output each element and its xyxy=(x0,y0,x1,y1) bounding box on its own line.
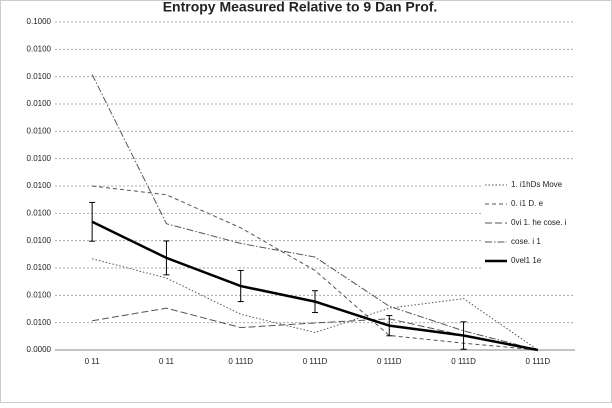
legend-label: 1. i1hDs Move xyxy=(511,180,563,189)
series-line xyxy=(91,74,538,351)
error-bar xyxy=(312,290,318,314)
x-tick-label: 0 11 xyxy=(85,357,101,366)
y-tick-label: 0.0100 xyxy=(27,208,52,217)
x-tick-label: 0 111D xyxy=(303,357,328,366)
series-line xyxy=(92,258,539,351)
error-bar xyxy=(89,201,96,242)
error-bar xyxy=(163,240,170,276)
y-tick-label: 0.0100 xyxy=(27,99,52,108)
y-tick-label: 0.0100 xyxy=(27,290,52,299)
y-tick-label: 0.0100 xyxy=(27,318,52,327)
legend-label: 0vel1 1e xyxy=(511,256,542,265)
x-tick-label: 0 111D xyxy=(451,357,476,366)
y-tick-label: 0.0100 xyxy=(27,181,52,190)
legend-box xyxy=(481,175,605,274)
error-bar xyxy=(237,269,244,303)
y-tick-label: 0.0100 xyxy=(27,126,52,135)
y-tick-label: 0.0100 xyxy=(27,72,52,81)
error-bar xyxy=(460,321,467,350)
x-tick-label: 0 11 xyxy=(159,357,175,366)
chart-title: Entropy Measured Relative to 9 Dan Prof. xyxy=(163,0,438,15)
x-tick-label: 0 111D xyxy=(228,357,253,366)
x-tick-label: 0 111D xyxy=(526,357,551,366)
y-tick-label: 0.0000 xyxy=(27,345,52,354)
legend-label: 0. i1 D. e xyxy=(511,199,544,208)
series-line xyxy=(92,307,538,351)
legend-label: cose. i 1 xyxy=(511,237,541,246)
y-tick-label: 0.0100 xyxy=(27,236,52,245)
y-tick-label: 0.0100 xyxy=(27,154,52,163)
error-bar xyxy=(386,315,393,337)
x-tick-label: 0 111D xyxy=(377,357,402,366)
y-tick-label: 0.0100 xyxy=(27,44,52,53)
y-tick-label: 0.0100 xyxy=(27,263,52,272)
legend-label: 0vi 1. he cose. i xyxy=(511,218,567,227)
y-tick-label: 0.1000 xyxy=(27,17,52,26)
